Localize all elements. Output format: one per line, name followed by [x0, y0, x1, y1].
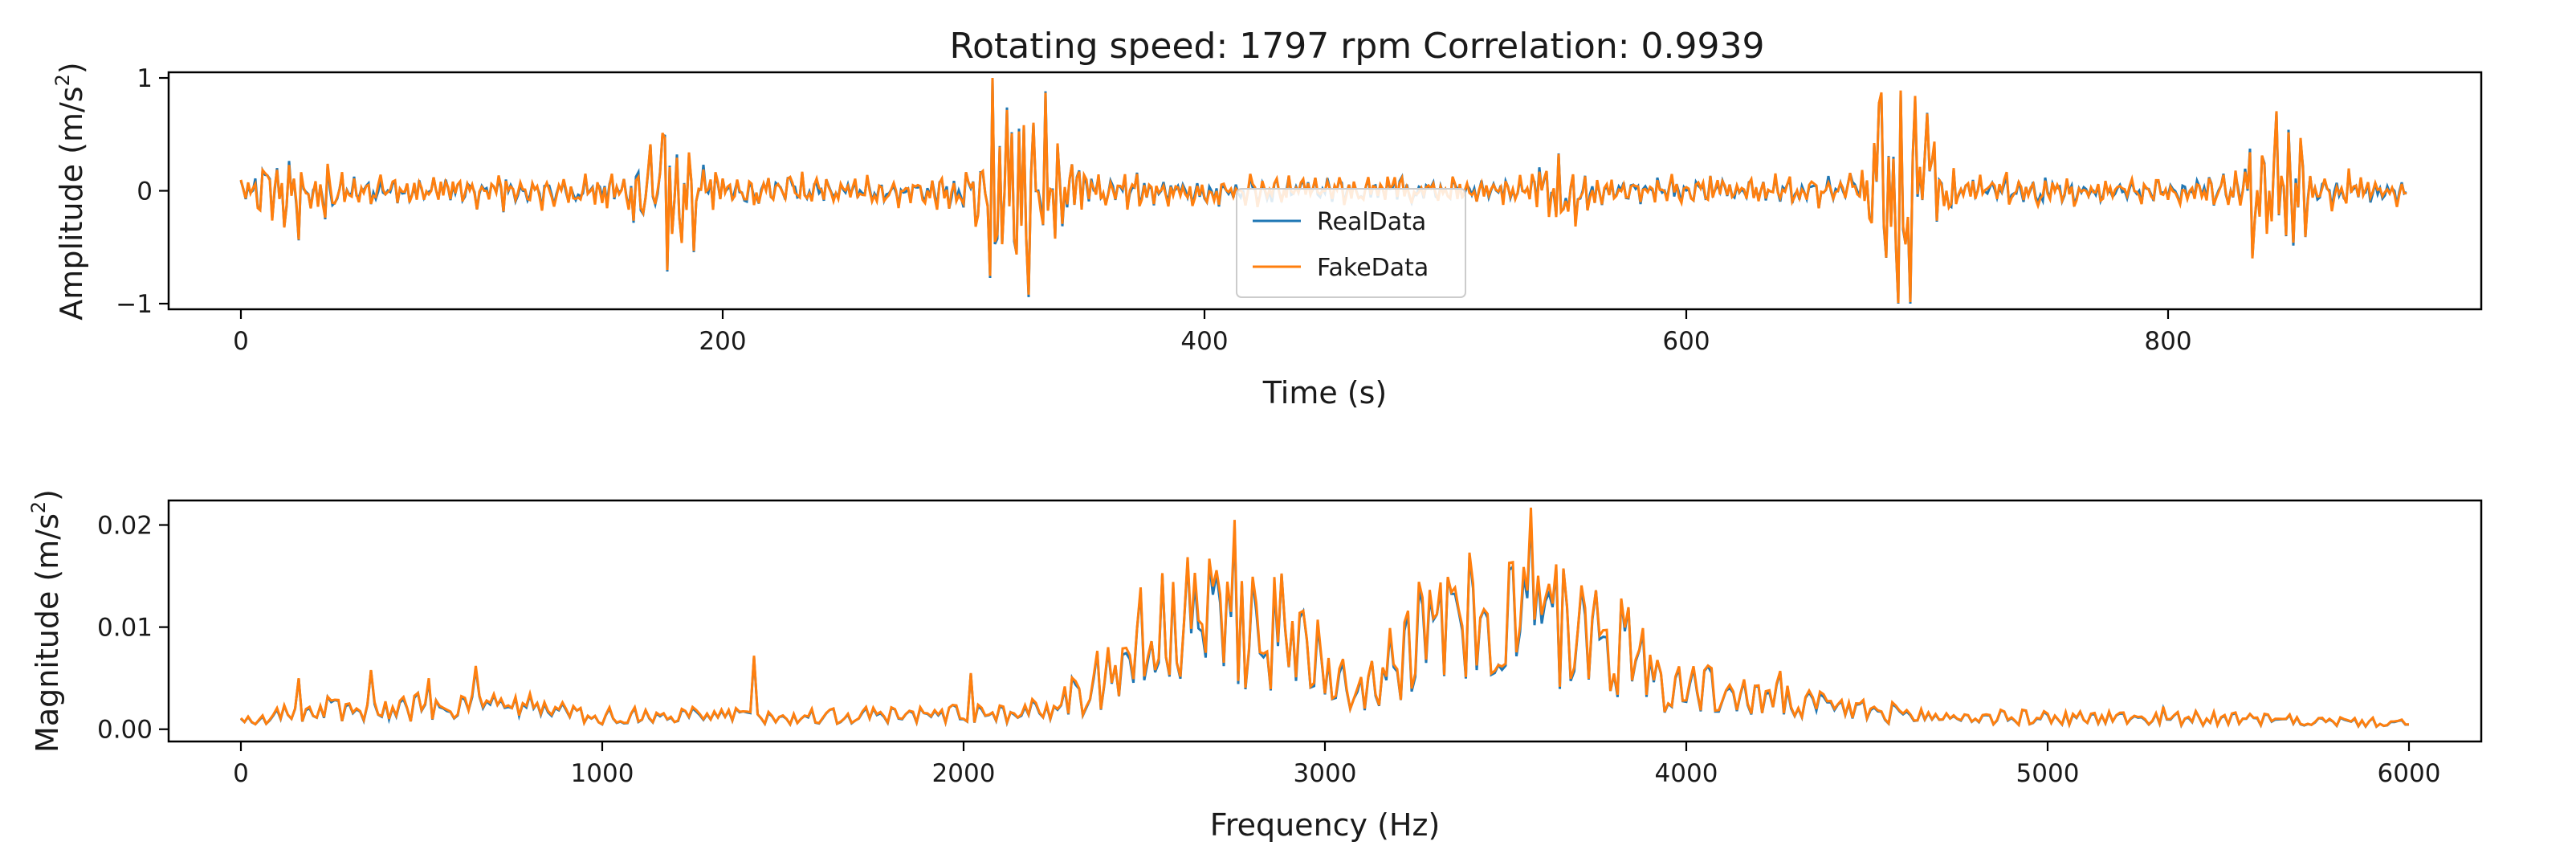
xtick-label: 4000 [1655, 759, 1718, 788]
time-axes-ticks: 0 200 400 600 800 −1 0 1 [116, 64, 2191, 356]
ytick-label: 1 [137, 64, 153, 93]
frequency-axes: 0 1000 2000 3000 4000 5000 6000 0.00 0.01 0.02 Fr… [27, 489, 2483, 843]
xtick-label: 5000 [2016, 759, 2080, 788]
ytick-label: 0.02 [97, 512, 153, 541]
frequency-ylabel: Magnitude (m/s2) [27, 489, 65, 753]
legend: RealData FakeData [1236, 188, 1466, 298]
xtick-label: 6000 [2378, 759, 2441, 788]
figure-title: Rotating speed: 1797 rpm Correlation: 0.… [950, 26, 1765, 67]
xtick-label: 1000 [571, 759, 634, 788]
series-fakedata-line [239, 507, 2410, 729]
frequency-xlabel: Frequency (Hz) [1210, 807, 1441, 843]
frequency-axes-ticks: 0 1000 2000 3000 4000 5000 6000 0.00 0.01 0.02 [97, 512, 2440, 788]
frequency-ylabel-main: Magnitude (m/s [30, 513, 65, 753]
ytick-label: −1 [116, 290, 153, 319]
xtick-label: 0 [233, 759, 249, 788]
xtick-label: 600 [1662, 327, 1710, 356]
time-axes: 0 200 400 600 800 −1 0 1 Time (s) Amplitude (m/… [51, 62, 2483, 411]
xtick-label: 800 [2144, 327, 2191, 356]
xtick-label: 3000 [1294, 759, 1357, 788]
ytick-label: 0.01 [97, 614, 153, 643]
time-ylabel-sup: 2 [51, 74, 74, 86]
time-ylabel: Amplitude (m/s2) [51, 62, 89, 320]
time-xlabel: Time (s) [1262, 375, 1388, 411]
frequency-ylabel-sup: 2 [27, 501, 50, 513]
frequency-ylabel-end: ) [30, 489, 65, 501]
xtick-label: 200 [699, 327, 746, 356]
ytick-label: 0 [137, 178, 153, 206]
legend-box [1236, 188, 1466, 298]
frequency-axes-frame [167, 499, 2483, 743]
legend-fake-label: FakeData [1317, 254, 1429, 282]
xtick-label: 2000 [932, 759, 996, 788]
time-ylabel-main: Amplitude (m/s [54, 86, 89, 320]
legend-real-label: RealData [1317, 208, 1426, 236]
xtick-label: 0 [233, 327, 249, 356]
time-ylabel-end: ) [54, 62, 89, 74]
series-realdata-line [239, 515, 2410, 729]
frequency-axes-lines [239, 507, 2410, 729]
ytick-label: 0.00 [97, 716, 153, 745]
xtick-label: 400 [1180, 327, 1228, 356]
